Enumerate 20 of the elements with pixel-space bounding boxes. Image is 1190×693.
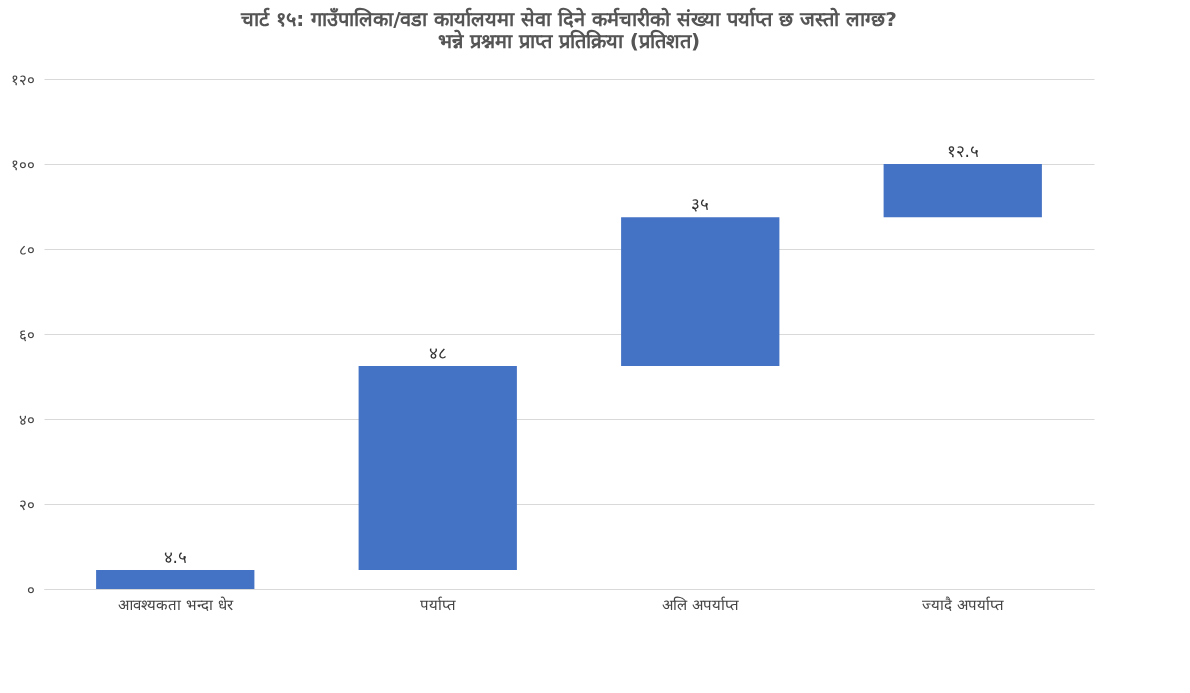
y-tick-label: ६० <box>18 325 35 344</box>
chart-title: चार्ट १५: गाउँपालिका/वडा कार्यालयमा सेवा दिने कर्मचारीको संख्या पर्याप्त छ जस्तो लाग्छ? भन्ने प्रश्नमा प्राप्त प्रतिक्रिया (प्रतिशत) <box>240 7 897 53</box>
data-label: १२.५ <box>946 141 979 161</box>
y-tick-label: १२० <box>10 70 35 89</box>
data-label: ४८ <box>428 342 447 363</box>
data-label: ४.५ <box>163 546 187 567</box>
x-tick-label: अलि अपर्याप्त <box>661 595 739 614</box>
bar <box>621 217 780 366</box>
y-tick-label: १०० <box>10 155 35 174</box>
y-tick-label: ० <box>26 580 35 599</box>
y-tick-label: २० <box>18 495 35 514</box>
bar <box>358 365 517 570</box>
x-tick-label: ज्यादै अपर्याप्त <box>921 595 1004 614</box>
y-tick-label: ४० <box>18 410 35 429</box>
data-label: ३५ <box>691 194 710 215</box>
bar <box>96 569 255 589</box>
x-tick-label: आवश्यकता भन्दा धेर <box>117 595 234 614</box>
bar <box>883 164 1042 218</box>
x-tick-label: पर्याप्त <box>419 595 456 614</box>
y-tick-label: ८० <box>18 240 35 259</box>
